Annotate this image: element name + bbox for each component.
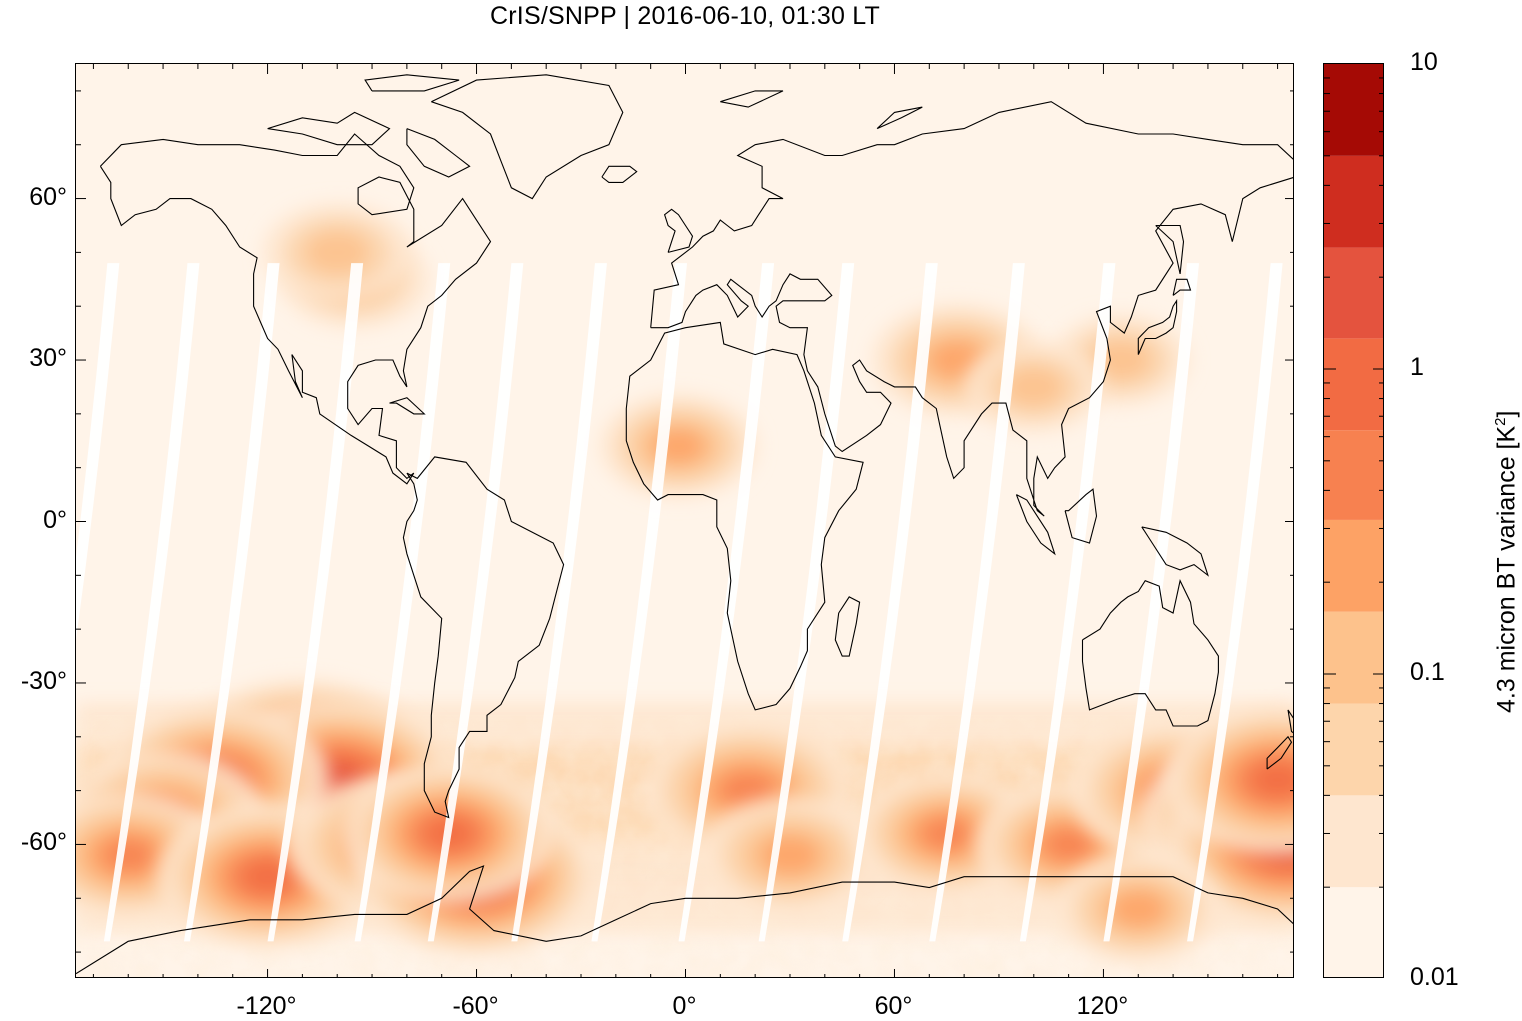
colorbar-band: [1324, 703, 1383, 796]
coastline-0: [99, 133, 492, 485]
swath-gap: [1187, 263, 1283, 942]
colorbar-band: [1324, 64, 1383, 156]
swath-gap: [929, 263, 1025, 942]
map-ticks: [76, 64, 1293, 977]
swath-gap: [842, 263, 938, 942]
colorbar-band: [1324, 611, 1383, 704]
swath-gap: [427, 263, 524, 942]
colorbar-title: 4.3 micron BT variance [K2]: [1492, 411, 1521, 713]
coastline-8: [76, 865, 1293, 975]
coastline-7: [1081, 579, 1219, 727]
colorbar-title-sup: 2: [1492, 417, 1509, 426]
coastline-20: [406, 128, 471, 178]
x-tick-label: 60°: [874, 992, 913, 1020]
coastline-18: [267, 111, 391, 146]
coastline-16: [1141, 526, 1209, 577]
x-tick-label: 0°: [672, 992, 697, 1020]
swath-gap: [1019, 263, 1116, 942]
hotspot: [701, 796, 879, 915]
swath-gap: [758, 263, 855, 942]
colorbar-title-base: 4.3 micron BT variance [K: [1492, 425, 1521, 713]
coastlines: [76, 74, 1293, 975]
coastline-4: [650, 101, 1293, 517]
colorbar-band: [1324, 887, 1383, 977]
colorbar-tick-label: 10: [1410, 48, 1438, 76]
chart-title: CrIS/SNPP | 2016-06-10, 01:30 LT: [490, 2, 880, 30]
colorbar-band: [1324, 519, 1383, 612]
coastline-21: [876, 106, 923, 130]
colorbar-band: [1324, 155, 1383, 248]
coastline-23: [1155, 224, 1185, 275]
map-plot-area: [75, 63, 1294, 978]
swath-gap: [183, 263, 280, 942]
y-tick-label: 60°: [29, 182, 67, 211]
hotspot: [262, 202, 413, 303]
colorbar-tick-label: 0.01: [1410, 963, 1459, 991]
swath-gap: [267, 263, 364, 942]
hotspot: [964, 340, 1104, 434]
y-tick-label: 30°: [29, 344, 67, 373]
hotspot: [599, 393, 758, 500]
coastline-22: [720, 90, 784, 108]
swath-gap: [678, 263, 775, 942]
y-tick-label: -60°: [20, 828, 67, 857]
coastline-17: [389, 397, 426, 415]
orbit-swath-gaps: [76, 263, 1283, 942]
colorbar-svg: [1324, 64, 1383, 977]
coastline-11: [834, 596, 861, 657]
x-tick-label: -120°: [236, 992, 297, 1020]
colorbar: [1323, 63, 1384, 978]
swath-gap: [591, 263, 688, 942]
coastline-14: [1064, 488, 1098, 544]
coastline-6: [601, 165, 638, 183]
colorbar-band: [1324, 430, 1383, 520]
swath-gap: [354, 263, 451, 942]
coastline-10: [1172, 278, 1192, 296]
coastline-9: [1137, 298, 1178, 355]
map-svg: [76, 64, 1293, 977]
colorbar-tick-label: 1: [1410, 353, 1424, 381]
x-tick-label: -60°: [452, 992, 499, 1020]
x-tick-label: 120°: [1076, 992, 1129, 1020]
coastline-15: [1015, 494, 1056, 556]
colorbar-band: [1324, 338, 1383, 431]
coastline-13: [1287, 709, 1293, 734]
colorbar-band: [1324, 247, 1383, 339]
y-tick-label: 0°: [43, 505, 67, 534]
coastline-5: [663, 208, 694, 253]
colorbar-tick-label: 0.1: [1410, 658, 1445, 686]
swath-gap: [76, 263, 120, 640]
coastline-1: [431, 74, 624, 200]
coastline-12: [1266, 735, 1293, 770]
colorbar-title-end: ]: [1492, 410, 1521, 418]
coastline-2: [402, 456, 565, 819]
coastline-3: [625, 321, 864, 711]
colorbar-band: [1324, 795, 1383, 888]
swath-gap: [103, 263, 200, 942]
swath-gap: [1103, 263, 1200, 942]
y-tick-label: -30°: [20, 666, 67, 695]
swath-gap: [511, 263, 607, 942]
coastline-19: [364, 74, 460, 92]
